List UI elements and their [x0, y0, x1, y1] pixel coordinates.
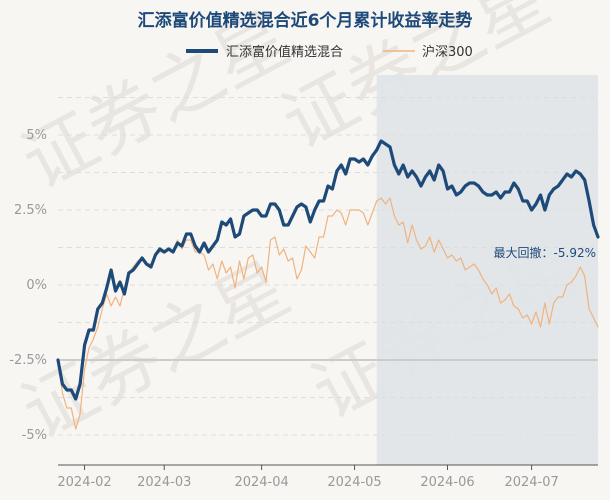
max-drawdown-label: 最大回撤：-5.92% — [494, 245, 596, 260]
x-tick-label: 2024-04 — [234, 475, 288, 490]
x-tick-label: 2024-02 — [57, 475, 111, 490]
x-tick-label: 2024-05 — [327, 475, 381, 490]
y-tick-label: 5% — [26, 128, 47, 143]
plot-area: 5% 2.5% 0% -2.5% -5% 2024-02 2024-03 2024-04 202… — [9, 75, 600, 490]
legend-label-index: 沪深300 — [422, 44, 473, 60]
legend-label-fund: 汇添富价值精选混合 — [226, 44, 343, 60]
drawdown-shaded-region — [376, 75, 598, 465]
series-line-fund — [56, 139, 600, 401]
legend: 汇添富价值精选混合 沪深300 — [186, 44, 473, 60]
y-tick-label: 2.5% — [14, 203, 47, 218]
x-tick-label: 2024-07 — [504, 475, 558, 490]
watermark-text: 证券之星 — [9, 246, 303, 455]
x-tick-label: 2024-06 — [420, 475, 474, 490]
y-tick-label: -2.5% — [9, 353, 47, 368]
chart-title: 汇添富价值精选混合近6个月累计收益率走势 — [138, 10, 473, 31]
x-tick-label: 2024-03 — [137, 475, 191, 490]
y-tick-label: -5% — [22, 428, 47, 443]
y-tick-label: 0% — [26, 278, 47, 293]
